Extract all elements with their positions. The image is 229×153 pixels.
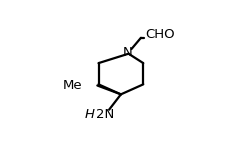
Text: N: N <box>123 46 132 59</box>
Text: Me: Me <box>63 79 83 92</box>
Text: H: H <box>85 108 95 121</box>
Text: 2N: 2N <box>95 108 114 121</box>
Text: CHO: CHO <box>145 28 175 41</box>
